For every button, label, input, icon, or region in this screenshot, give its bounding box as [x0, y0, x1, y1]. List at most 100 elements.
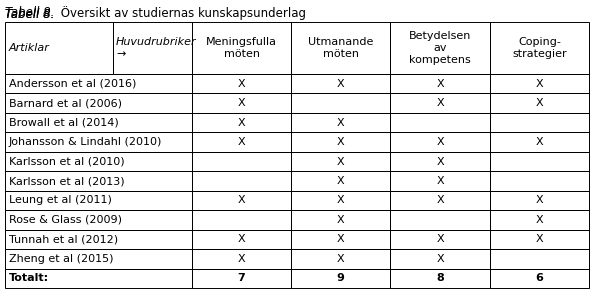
- Bar: [390, 93, 489, 113]
- Bar: [489, 132, 589, 152]
- Bar: [192, 210, 291, 230]
- Text: 7: 7: [238, 273, 245, 283]
- Bar: [5, 171, 192, 191]
- Bar: [489, 171, 589, 191]
- Text: X: X: [238, 79, 245, 89]
- Bar: [5, 93, 192, 113]
- Bar: [291, 132, 390, 152]
- Text: 6: 6: [535, 273, 544, 283]
- Text: X: X: [436, 137, 444, 147]
- Text: 8: 8: [436, 273, 444, 283]
- Text: Totalt:: Totalt:: [9, 273, 49, 283]
- Text: X: X: [436, 195, 444, 205]
- Bar: [390, 191, 489, 210]
- Bar: [489, 22, 589, 74]
- Text: X: X: [238, 98, 245, 108]
- Text: Utmanande
möten: Utmanande möten: [308, 37, 374, 59]
- Bar: [5, 74, 192, 93]
- Bar: [291, 230, 390, 249]
- Bar: [390, 249, 489, 269]
- Bar: [291, 93, 390, 113]
- Bar: [192, 132, 291, 152]
- Bar: [5, 113, 192, 132]
- Text: X: X: [238, 117, 245, 128]
- Text: X: X: [536, 137, 543, 147]
- Bar: [390, 113, 489, 132]
- Bar: [390, 210, 489, 230]
- Text: X: X: [536, 215, 543, 225]
- Text: Betydelsen
av
kompetens: Betydelsen av kompetens: [409, 31, 471, 64]
- Bar: [489, 113, 589, 132]
- Bar: [489, 249, 589, 269]
- Bar: [192, 74, 291, 93]
- Text: 9: 9: [337, 273, 345, 283]
- Bar: [291, 171, 390, 191]
- Text: Rose & Glass (2009): Rose & Glass (2009): [9, 215, 122, 225]
- Bar: [489, 230, 589, 249]
- Bar: [5, 191, 192, 210]
- Bar: [489, 191, 589, 210]
- Text: Huvudrubriker
→: Huvudrubriker →: [116, 37, 197, 59]
- Text: X: X: [337, 195, 345, 205]
- Text: X: X: [436, 234, 444, 244]
- Bar: [291, 113, 390, 132]
- Text: X: X: [337, 215, 345, 225]
- Text: Meningsfulla
möten: Meningsfulla möten: [206, 37, 277, 59]
- Bar: [291, 22, 390, 74]
- Text: X: X: [337, 79, 345, 89]
- Bar: [5, 22, 113, 74]
- Bar: [192, 22, 291, 74]
- Text: X: X: [337, 156, 345, 166]
- Bar: [390, 269, 489, 288]
- Bar: [192, 93, 291, 113]
- Bar: [489, 210, 589, 230]
- Bar: [5, 132, 192, 152]
- Bar: [291, 269, 390, 288]
- Bar: [291, 74, 390, 93]
- Text: X: X: [238, 254, 245, 264]
- Bar: [390, 152, 489, 171]
- Text: X: X: [436, 156, 444, 166]
- Text: X: X: [337, 117, 345, 128]
- Text: X: X: [436, 254, 444, 264]
- Text: X: X: [337, 254, 345, 264]
- Bar: [291, 249, 390, 269]
- Text: X: X: [536, 79, 543, 89]
- Bar: [192, 171, 291, 191]
- Bar: [390, 171, 489, 191]
- Text: X: X: [238, 195, 245, 205]
- Text: X: X: [238, 137, 245, 147]
- Text: Karlsson et al (2010): Karlsson et al (2010): [9, 156, 125, 166]
- Bar: [5, 210, 192, 230]
- Bar: [291, 210, 390, 230]
- Text: Johansson & Lindahl (2010): Johansson & Lindahl (2010): [9, 137, 162, 147]
- Text: Artiklar: Artiklar: [9, 43, 50, 53]
- Bar: [489, 269, 589, 288]
- Bar: [5, 230, 192, 249]
- Bar: [390, 22, 489, 74]
- Bar: [489, 74, 589, 93]
- Text: Översikt av studiernas kunskapsunderlag: Översikt av studiernas kunskapsunderlag: [57, 6, 306, 20]
- Text: Tabell 8.: Tabell 8.: [5, 8, 55, 21]
- Text: Barnard et al (2006): Barnard et al (2006): [9, 98, 122, 108]
- Text: X: X: [536, 195, 543, 205]
- Bar: [113, 22, 192, 74]
- Text: Tunnah et al (2012): Tunnah et al (2012): [9, 234, 118, 244]
- Text: X: X: [337, 137, 345, 147]
- Text: Andersson et al (2016): Andersson et al (2016): [9, 79, 137, 89]
- Text: X: X: [436, 79, 444, 89]
- Text: X: X: [337, 234, 345, 244]
- Text: Tabell 8.: Tabell 8.: [5, 6, 55, 19]
- Text: Tabell 8.: Tabell 8.: [5, 8, 55, 21]
- Bar: [192, 249, 291, 269]
- Bar: [291, 152, 390, 171]
- Text: Karlsson et al (2013): Karlsson et al (2013): [9, 176, 125, 186]
- Text: X: X: [238, 234, 245, 244]
- Text: X: X: [536, 98, 543, 108]
- Bar: [5, 269, 192, 288]
- Text: X: X: [536, 234, 543, 244]
- Bar: [390, 132, 489, 152]
- Bar: [192, 152, 291, 171]
- Bar: [192, 113, 291, 132]
- Bar: [5, 249, 192, 269]
